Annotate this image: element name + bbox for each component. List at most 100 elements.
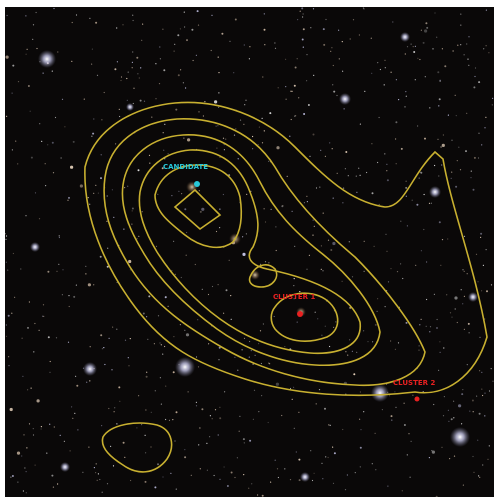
- star: [313, 472, 315, 474]
- star: [285, 58, 287, 60]
- star: [481, 144, 483, 146]
- star: [336, 172, 338, 174]
- star: [218, 346, 221, 349]
- star: [395, 121, 398, 124]
- star: [414, 79, 416, 81]
- star: [358, 34, 360, 36]
- star: [7, 269, 9, 271]
- star: [136, 238, 138, 240]
- star: [30, 156, 33, 159]
- star: [391, 419, 393, 421]
- star: [199, 427, 201, 429]
- star: [347, 175, 349, 177]
- star: [219, 417, 222, 420]
- star: [27, 85, 30, 87]
- star: [375, 469, 377, 471]
- star: [425, 325, 427, 327]
- star: [436, 327, 438, 329]
- star: [359, 466, 361, 468]
- star: [306, 80, 308, 82]
- star: [235, 128, 237, 130]
- star: [297, 19, 299, 21]
- star: [434, 164, 436, 167]
- star: [438, 175, 440, 177]
- star: [195, 401, 197, 403]
- star: [89, 17, 91, 19]
- star: [160, 403, 162, 405]
- star: [372, 341, 374, 343]
- star: [296, 58, 298, 60]
- star: [149, 162, 151, 164]
- star: [54, 116, 57, 119]
- star: [264, 261, 267, 263]
- star: [338, 29, 340, 31]
- star: [100, 154, 102, 156]
- star: [325, 18, 327, 21]
- star: [242, 236, 244, 238]
- star: [477, 281, 479, 283]
- star: [155, 98, 157, 100]
- star: [217, 434, 219, 436]
- star: [198, 111, 200, 113]
- star: [438, 98, 441, 101]
- star: [478, 132, 480, 134]
- star: [319, 186, 321, 188]
- star: [328, 424, 330, 426]
- star: [155, 63, 157, 65]
- star: [481, 290, 483, 292]
- star: [351, 350, 353, 352]
- star: [17, 481, 19, 483]
- star: [285, 86, 287, 88]
- star: [336, 94, 338, 97]
- star: [313, 74, 315, 76]
- star: [439, 80, 441, 82]
- star: [342, 202, 344, 204]
- star: [294, 245, 296, 247]
- star: [207, 293, 210, 296]
- star: [451, 171, 453, 173]
- star: [28, 423, 31, 425]
- star: [223, 466, 225, 468]
- star: [110, 445, 112, 447]
- star: [363, 411, 365, 413]
- star: [460, 13, 462, 15]
- star: [342, 428, 344, 431]
- star: [472, 455, 474, 458]
- star: [245, 99, 247, 101]
- star: [186, 39, 188, 42]
- star: [146, 371, 148, 373]
- star: [370, 37, 372, 39]
- star: [293, 285, 295, 287]
- star: [186, 231, 188, 234]
- star: [406, 225, 408, 227]
- star: [183, 11, 185, 13]
- star: [137, 169, 140, 172]
- star: [8, 365, 10, 367]
- star: [295, 115, 297, 117]
- star: [181, 193, 183, 195]
- star: [492, 97, 494, 99]
- star: [230, 471, 233, 474]
- star: [47, 270, 50, 273]
- star: [99, 478, 101, 481]
- star: [480, 232, 483, 235]
- star: [405, 91, 407, 93]
- star: [455, 115, 457, 117]
- star: [196, 10, 199, 13]
- star: [492, 380, 494, 382]
- star: [249, 46, 251, 48]
- star: [173, 336, 175, 338]
- star: [424, 137, 426, 140]
- star: [60, 157, 62, 159]
- star: [22, 490, 24, 492]
- star: [302, 13, 304, 15]
- star: [157, 315, 160, 317]
- star: [141, 211, 143, 213]
- star: [160, 344, 162, 346]
- star: [261, 117, 263, 119]
- star: [248, 58, 250, 60]
- star: [191, 28, 194, 31]
- star: [322, 478, 324, 480]
- star: [34, 322, 36, 325]
- star: [252, 418, 254, 420]
